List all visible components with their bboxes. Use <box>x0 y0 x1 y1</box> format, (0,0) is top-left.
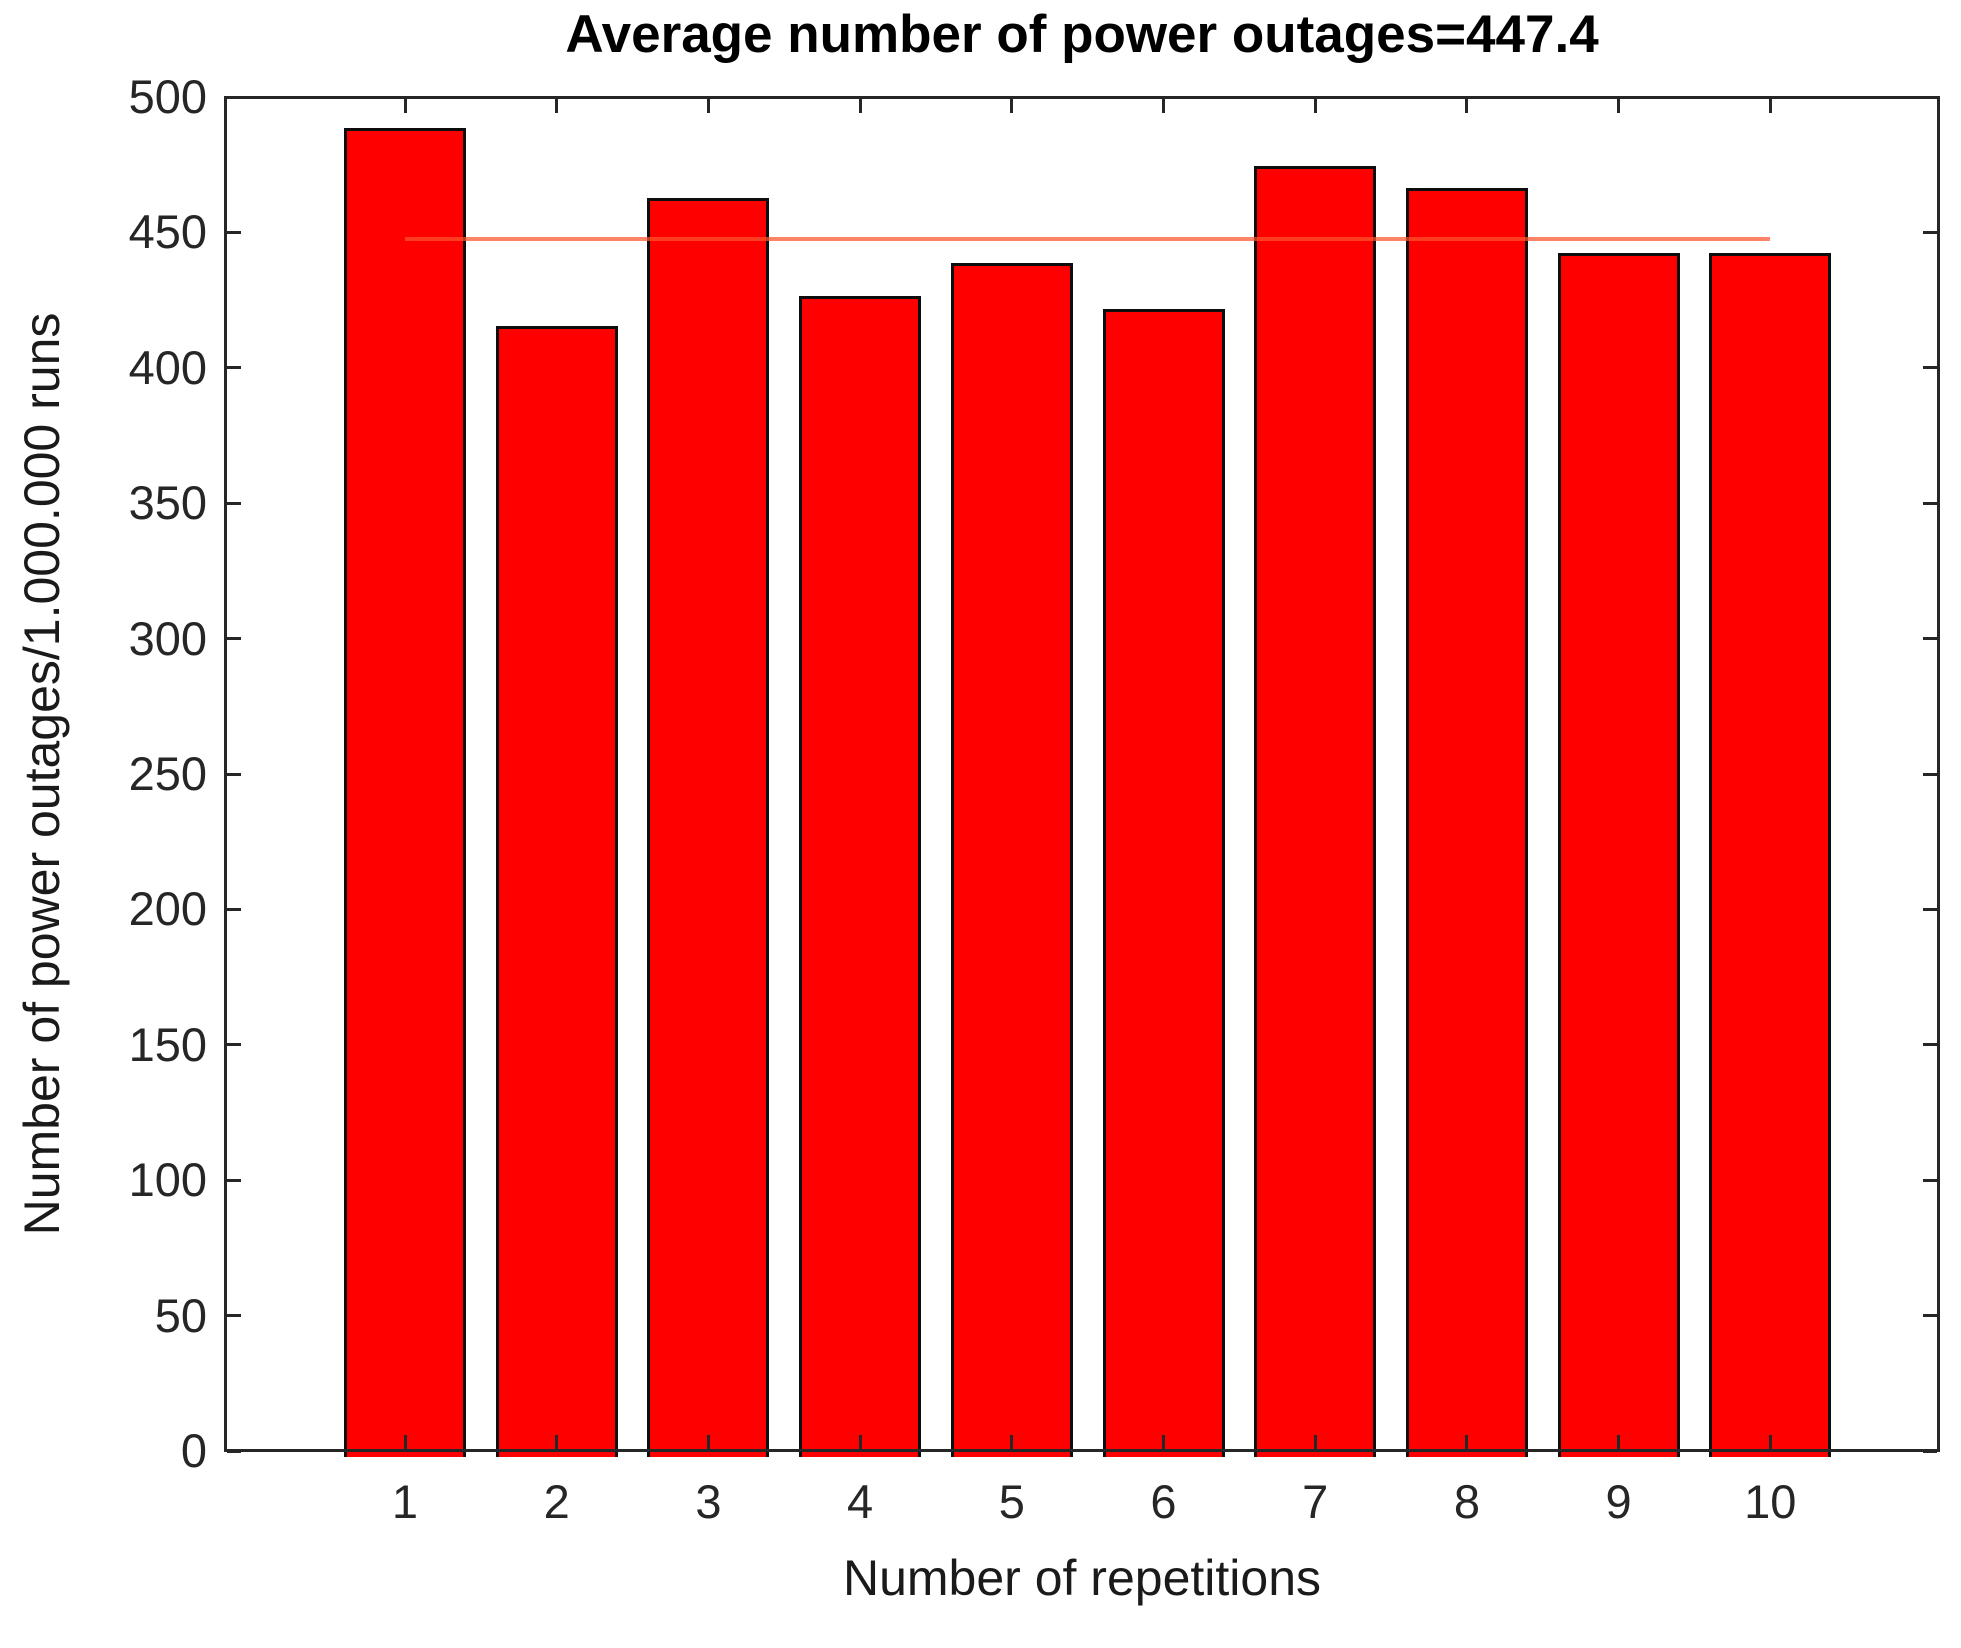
x-tick-label-3: 3 <box>695 1475 722 1528</box>
x-tick-mark-top-2 <box>555 99 559 113</box>
x-tick-mark-bottom-1 <box>403 1435 407 1449</box>
y-tick-mark-right-300 <box>1923 637 1937 641</box>
x-tick-mark-top-9 <box>1617 99 1621 113</box>
x-tick-label-8: 8 <box>1453 1475 1480 1528</box>
x-tick-label-9: 9 <box>1605 1475 1632 1528</box>
bar-5 <box>950 263 1073 1457</box>
y-tick-mark-right-50 <box>1923 1314 1937 1318</box>
y-tick-mark-left-500 <box>227 95 241 99</box>
plot-box <box>224 96 1940 1452</box>
bar-10 <box>1709 252 1832 1457</box>
x-tick-mark-bottom-7 <box>1313 1435 1317 1449</box>
y-tick-mark-right-400 <box>1923 366 1937 370</box>
y-tick-mark-left-150 <box>227 1043 241 1047</box>
bar-7 <box>1254 165 1377 1457</box>
x-axis-label: Number of repetitions <box>842 1550 1322 1606</box>
x-tick-mark-top-4 <box>858 99 862 113</box>
y-tick-mark-right-250 <box>1923 772 1937 776</box>
x-tick-label-4: 4 <box>847 1475 874 1528</box>
y-tick-mark-right-500 <box>1923 95 1937 99</box>
y-tick-label-50: 50 <box>154 1288 207 1342</box>
y-tick-mark-left-100 <box>227 1178 241 1182</box>
bar-1 <box>344 127 466 1457</box>
x-tick-mark-top-7 <box>1313 99 1317 113</box>
x-tick-mark-bottom-2 <box>555 1435 559 1449</box>
y-tick-label-0: 0 <box>180 1424 207 1477</box>
x-tick-mark-bottom-5 <box>1010 1435 1014 1449</box>
x-tick-label-1: 1 <box>391 1475 419 1528</box>
x-tick-mark-top-6 <box>1162 99 1165 113</box>
y-tick-mark-left-250 <box>227 772 241 776</box>
y-tick-mark-left-350 <box>227 501 241 505</box>
y-tick-label-300: 300 <box>128 611 207 665</box>
x-tick-label-5: 5 <box>998 1475 1025 1528</box>
y-tick-label-250: 250 <box>128 747 207 800</box>
y-tick-label-150: 150 <box>128 1017 207 1071</box>
x-tick-mark-bottom-4 <box>858 1435 862 1449</box>
y-tick-mark-left-50 <box>227 1314 241 1318</box>
y-tick-mark-left-300 <box>227 637 241 641</box>
bar-8 <box>1405 187 1528 1457</box>
bar-4 <box>799 295 922 1457</box>
x-tick-mark-top-3 <box>706 99 710 113</box>
y-tick-mark-right-0 <box>1923 1449 1937 1453</box>
y-tick-mark-right-450 <box>1923 230 1937 234</box>
x-tick-mark-bottom-8 <box>1465 1435 1469 1449</box>
x-tick-mark-top-10 <box>1768 99 1772 113</box>
x-tick-label-6: 6 <box>1150 1475 1177 1528</box>
y-tick-label-450: 450 <box>128 205 207 259</box>
x-axis-line <box>224 1449 1940 1452</box>
bar-2 <box>495 325 618 1457</box>
y-tick-mark-left-400 <box>227 366 241 370</box>
y-tick-label-350: 350 <box>128 476 207 530</box>
y-tick-mark-left-450 <box>227 230 241 234</box>
bar-9 <box>1557 252 1680 1457</box>
y-tick-mark-left-200 <box>227 907 241 911</box>
y-tick-mark-right-150 <box>1923 1043 1937 1047</box>
y-tick-mark-right-100 <box>1923 1178 1937 1182</box>
y-tick-label-200: 200 <box>128 882 207 936</box>
y-tick-mark-right-200 <box>1923 907 1937 911</box>
x-tick-label-2: 2 <box>543 1475 570 1528</box>
bar-3 <box>647 198 770 1457</box>
x-tick-mark-bottom-3 <box>706 1435 710 1449</box>
x-tick-label-10: 10 <box>1744 1475 1797 1528</box>
y-tick-label-400: 400 <box>128 340 207 394</box>
x-tick-mark-top-8 <box>1465 99 1469 113</box>
x-tick-mark-bottom-9 <box>1617 1435 1621 1449</box>
y-tick-mark-right-350 <box>1923 501 1937 505</box>
x-tick-mark-top-5 <box>1010 99 1014 113</box>
x-tick-mark-bottom-10 <box>1768 1435 1772 1449</box>
x-tick-mark-bottom-6 <box>1162 1435 1165 1449</box>
average-line <box>405 237 1771 242</box>
x-tick-mark-top-1 <box>403 99 407 113</box>
y-tick-mark-left-0 <box>227 1449 241 1453</box>
y-tick-label-100: 100 <box>128 1153 207 1207</box>
x-tick-label-7: 7 <box>1302 1475 1329 1528</box>
chart-title: Average number of power outages=447.4 <box>565 5 1599 64</box>
y-tick-label-500: 500 <box>128 70 207 123</box>
bar-6 <box>1102 309 1225 1457</box>
